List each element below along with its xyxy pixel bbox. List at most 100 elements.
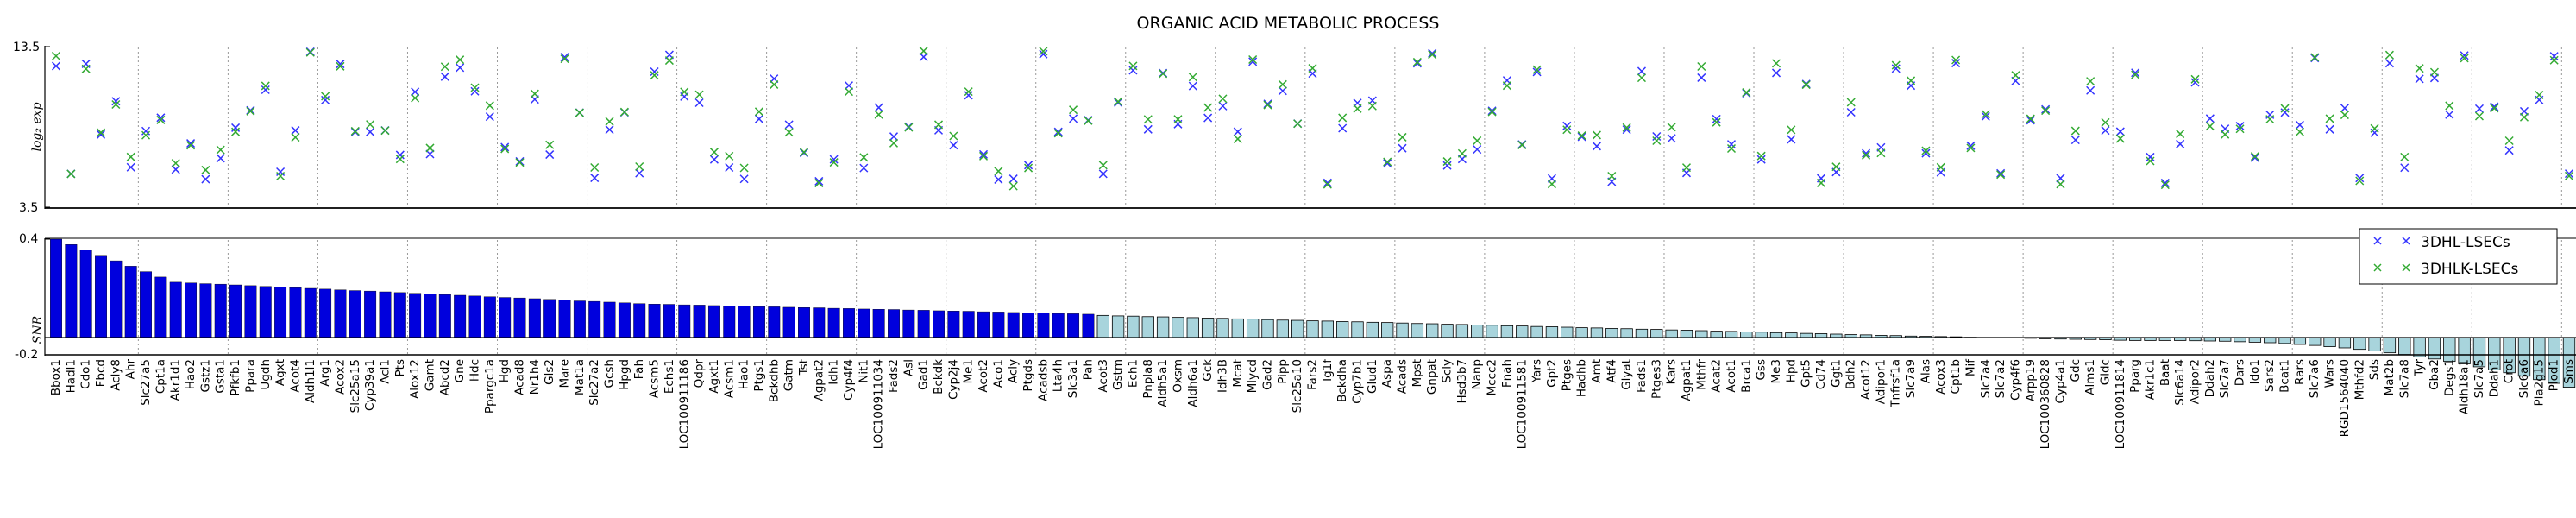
expression-marker bbox=[2564, 169, 2574, 179]
expression-marker bbox=[1173, 115, 1183, 124]
expression-marker bbox=[2115, 134, 2125, 143]
expression-marker bbox=[1562, 125, 1572, 135]
gene-label: Ech1 bbox=[1126, 359, 1140, 388]
gene-label: Fbcd bbox=[94, 359, 108, 387]
expression-marker bbox=[2415, 74, 2424, 84]
snr-bar bbox=[1037, 313, 1050, 338]
expression-marker bbox=[2325, 124, 2334, 134]
expression-marker bbox=[859, 153, 869, 162]
expression-marker bbox=[1263, 100, 1272, 110]
expression-marker bbox=[276, 167, 286, 177]
expression-marker bbox=[725, 162, 734, 173]
expression-marker bbox=[2429, 67, 2439, 77]
expression-marker bbox=[1367, 101, 1377, 111]
snr-bar bbox=[588, 300, 601, 338]
snr-bar bbox=[798, 307, 810, 338]
expression-marker bbox=[216, 154, 225, 163]
expression-marker bbox=[739, 163, 749, 173]
expression-marker bbox=[1188, 81, 1197, 91]
snr-bar bbox=[738, 306, 751, 338]
expression-marker bbox=[545, 150, 555, 160]
gene-label: Asl bbox=[902, 359, 915, 376]
snr-bar bbox=[723, 306, 736, 338]
snr-bar bbox=[1141, 316, 1154, 338]
snr-bar bbox=[663, 304, 675, 338]
snr-bar bbox=[1740, 332, 1753, 338]
expression-marker bbox=[2504, 136, 2514, 146]
gene-label: Alms1 bbox=[2083, 359, 2097, 395]
snr-bar bbox=[962, 311, 975, 338]
snr-bar bbox=[1710, 331, 1723, 338]
expression-marker bbox=[1457, 148, 1467, 158]
snr-bar bbox=[872, 309, 885, 338]
expression-marker bbox=[874, 110, 883, 119]
expression-marker bbox=[1323, 180, 1332, 189]
expression-marker bbox=[1742, 88, 1751, 98]
bottom-ytick-0-4: 0.4 bbox=[19, 232, 38, 246]
gene-label: Aspa bbox=[1380, 359, 1394, 388]
expression-marker bbox=[366, 120, 375, 130]
gene-label: Ido1 bbox=[2248, 359, 2262, 384]
gene-label: Slc6a6 bbox=[2517, 359, 2531, 398]
snr-bar bbox=[513, 297, 526, 338]
gene-label: Crot bbox=[2503, 359, 2516, 383]
gene-label: Acad8 bbox=[513, 359, 527, 395]
gene-label: Aldh6a1 bbox=[1186, 359, 1200, 407]
gene-label: Slc7a8 bbox=[2397, 359, 2411, 398]
expression-marker bbox=[844, 87, 854, 97]
expression-marker bbox=[66, 169, 76, 179]
top-ytick-13-5: 13.5 bbox=[13, 41, 40, 54]
gene-label: Gcsh bbox=[603, 359, 617, 388]
snr-bar bbox=[1455, 324, 1469, 338]
expression-marker bbox=[425, 149, 435, 159]
snr-bar bbox=[1276, 319, 1289, 338]
expression-marker bbox=[2235, 124, 2245, 134]
expression-marker bbox=[1442, 157, 1452, 167]
expression-marker bbox=[709, 155, 719, 164]
snr-bar bbox=[648, 304, 661, 338]
snr-bar bbox=[1426, 323, 1439, 338]
snr-bar bbox=[438, 294, 451, 338]
snr-bar bbox=[2293, 337, 2307, 345]
snr-bar bbox=[843, 308, 855, 338]
expression-marker bbox=[1846, 98, 1856, 107]
snr-bar bbox=[947, 311, 960, 338]
gene-label: Mif bbox=[1963, 358, 1977, 376]
expression-marker bbox=[1098, 161, 1108, 170]
gene-label: Bckdhb bbox=[767, 359, 781, 402]
expression-marker bbox=[1069, 114, 1078, 123]
expression-marker bbox=[1712, 114, 1721, 123]
expression-marker bbox=[1726, 140, 1737, 149]
expression-marker bbox=[1098, 169, 1108, 179]
expression-marker bbox=[1771, 59, 1781, 68]
gene-label: Acly8 bbox=[109, 359, 123, 391]
gene-label: Acot4 bbox=[288, 359, 302, 393]
expression-marker bbox=[1143, 124, 1153, 134]
expression-marker bbox=[2549, 55, 2559, 65]
expression-marker bbox=[1412, 57, 1422, 66]
gene-label: LOC100911581 bbox=[1515, 359, 1529, 449]
gene-label: Echs1 bbox=[663, 359, 676, 394]
gene-label: Cyp4f6 bbox=[2008, 359, 2022, 401]
snr-bar bbox=[1172, 317, 1184, 338]
gene-label: Ggt1 bbox=[1829, 359, 1843, 388]
snr-bar bbox=[110, 260, 123, 338]
expression-marker bbox=[619, 107, 629, 117]
expression-marker bbox=[1188, 73, 1197, 82]
expression-marker bbox=[1681, 163, 1692, 173]
legend-label-3dhl: 3DHL-LSECs bbox=[2421, 234, 2510, 251]
gene-label: Amt bbox=[1590, 359, 1604, 383]
snr-bar bbox=[1201, 318, 1215, 338]
snr-bar bbox=[1336, 321, 1349, 338]
gene-label: Slc7a7 bbox=[2218, 359, 2232, 398]
gene-label: Slc25a15 bbox=[349, 359, 362, 413]
expression-marker bbox=[1981, 110, 1990, 119]
snr-bar-panel: 0.4 -0.2 SNR Bbox1 Hadl1 Cdo1 Fbcd Acly8 Ahr S… bbox=[15, 232, 2576, 449]
expression-marker bbox=[874, 103, 883, 112]
expression-marker bbox=[964, 91, 973, 100]
snr-bar bbox=[483, 296, 496, 338]
expression-marker bbox=[126, 162, 135, 172]
gene-label: Fnah bbox=[1500, 359, 1514, 388]
gene-label: Gls2 bbox=[543, 359, 556, 385]
gene-label: Cd74 bbox=[1814, 359, 1828, 389]
